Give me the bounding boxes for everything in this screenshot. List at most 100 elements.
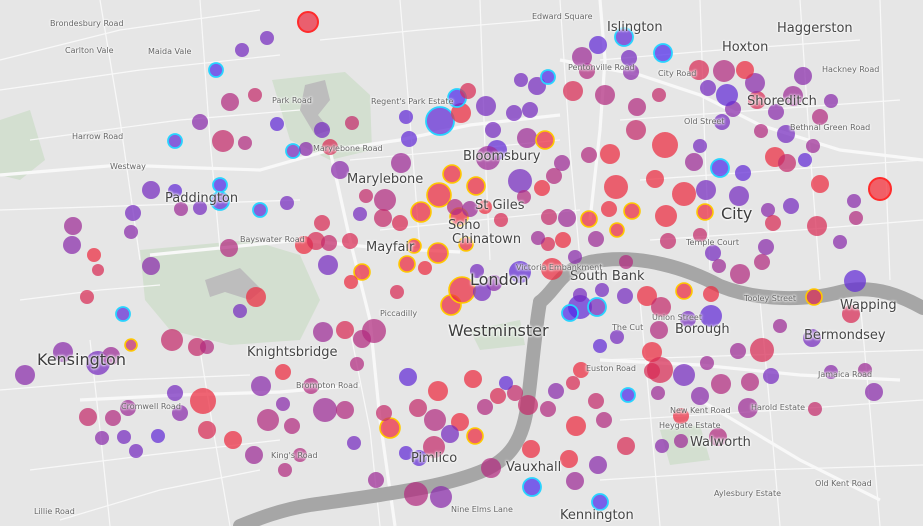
location-bubble[interactable]: [220, 239, 238, 257]
location-bubble[interactable]: [589, 456, 607, 474]
location-bubble[interactable]: [842, 305, 860, 323]
location-bubble[interactable]: [777, 125, 795, 143]
location-bubble[interactable]: [768, 104, 784, 120]
location-bubble[interactable]: [353, 263, 371, 281]
location-bubble[interactable]: [494, 213, 508, 227]
location-bubble[interactable]: [336, 321, 354, 339]
location-bubble[interactable]: [554, 155, 570, 171]
location-bubble[interactable]: [102, 347, 120, 365]
location-bubble[interactable]: [172, 405, 188, 421]
location-bubble[interactable]: [517, 190, 531, 204]
location-bubble[interactable]: [79, 408, 97, 426]
location-bubble[interactable]: [868, 177, 892, 201]
location-bubble[interactable]: [601, 201, 617, 217]
location-bubble[interactable]: [509, 261, 531, 283]
location-bubble[interactable]: [376, 405, 392, 421]
location-bubble[interactable]: [675, 282, 693, 300]
location-bubble[interactable]: [531, 231, 545, 245]
location-bubble[interactable]: [15, 365, 35, 385]
location-bubble[interactable]: [824, 94, 838, 108]
location-bubble[interactable]: [672, 182, 696, 206]
location-bubble[interactable]: [555, 232, 571, 248]
location-bubble[interactable]: [188, 338, 206, 356]
location-bubble[interactable]: [560, 450, 578, 468]
location-bubble[interactable]: [251, 376, 271, 396]
location-bubble[interactable]: [604, 175, 628, 199]
location-bubble[interactable]: [398, 255, 416, 273]
location-bubble[interactable]: [404, 482, 428, 506]
location-bubble[interactable]: [359, 189, 373, 203]
location-bubble[interactable]: [540, 69, 556, 85]
location-bubble[interactable]: [696, 203, 714, 221]
location-bubble[interactable]: [778, 154, 796, 172]
location-bubble[interactable]: [700, 80, 716, 96]
location-bubble[interactable]: [314, 122, 330, 138]
location-bubble[interactable]: [572, 47, 592, 67]
location-bubble[interactable]: [124, 338, 138, 352]
location-bubble[interactable]: [566, 376, 580, 390]
location-bubble[interactable]: [430, 486, 452, 508]
location-bubble[interactable]: [451, 413, 469, 431]
location-bubble[interactable]: [399, 110, 413, 124]
location-bubble[interactable]: [276, 397, 290, 411]
location-bubble[interactable]: [824, 365, 838, 379]
location-bubble[interactable]: [700, 305, 722, 327]
location-bubble[interactable]: [689, 60, 709, 80]
location-bubble[interactable]: [473, 283, 491, 301]
location-bubble[interactable]: [805, 288, 823, 306]
location-bubble[interactable]: [644, 363, 660, 379]
location-bubble[interactable]: [193, 201, 207, 215]
location-bubble[interactable]: [711, 374, 731, 394]
location-bubble[interactable]: [476, 146, 500, 170]
location-bubble[interactable]: [285, 143, 301, 159]
location-bubble[interactable]: [587, 297, 607, 317]
location-bubble[interactable]: [808, 402, 822, 416]
location-bubble[interactable]: [64, 217, 82, 235]
location-bubble[interactable]: [626, 120, 646, 140]
location-bubble[interactable]: [673, 364, 695, 386]
location-bubble[interactable]: [368, 472, 384, 488]
location-bubble[interactable]: [476, 96, 496, 116]
location-bubble[interactable]: [610, 330, 624, 344]
location-bubble[interactable]: [761, 203, 775, 217]
location-bubble[interactable]: [299, 142, 313, 156]
location-bubble[interactable]: [423, 436, 445, 458]
location-bubble[interactable]: [833, 235, 847, 249]
location-bubble[interactable]: [379, 417, 401, 439]
location-bubble[interactable]: [248, 88, 262, 102]
location-bubble[interactable]: [210, 191, 230, 211]
location-bubble[interactable]: [745, 73, 765, 93]
location-bubble[interactable]: [390, 285, 404, 299]
location-bubble[interactable]: [566, 416, 586, 436]
location-bubble[interactable]: [192, 114, 208, 130]
location-bubble[interactable]: [651, 297, 671, 317]
location-bubble[interactable]: [307, 232, 325, 250]
location-bubble[interactable]: [80, 290, 94, 304]
location-bubble[interactable]: [595, 85, 615, 105]
location-bubble[interactable]: [673, 408, 689, 424]
location-bubble[interactable]: [691, 387, 709, 405]
location-bubble[interactable]: [579, 63, 595, 79]
location-bubble[interactable]: [331, 161, 349, 179]
location-bubble[interactable]: [499, 376, 513, 390]
location-bubble[interactable]: [460, 83, 476, 99]
location-bubble[interactable]: [600, 144, 620, 164]
location-bubble[interactable]: [798, 153, 812, 167]
location-bubble[interactable]: [53, 342, 73, 362]
location-bubble[interactable]: [424, 409, 446, 431]
location-bubble[interactable]: [105, 410, 121, 426]
location-bubble[interactable]: [464, 370, 482, 388]
location-bubble[interactable]: [95, 431, 109, 445]
location-bubble[interactable]: [807, 216, 827, 236]
location-bubble[interactable]: [129, 444, 143, 458]
location-bubble[interactable]: [318, 255, 338, 275]
location-bubble[interactable]: [561, 304, 579, 322]
location-bubble[interactable]: [522, 102, 538, 118]
location-bubble[interactable]: [303, 378, 319, 394]
location-bubble[interactable]: [685, 153, 703, 171]
location-bubble[interactable]: [391, 153, 411, 173]
location-bubble[interactable]: [652, 132, 678, 158]
location-bubble[interactable]: [620, 387, 636, 403]
location-bubble[interactable]: [703, 286, 719, 302]
